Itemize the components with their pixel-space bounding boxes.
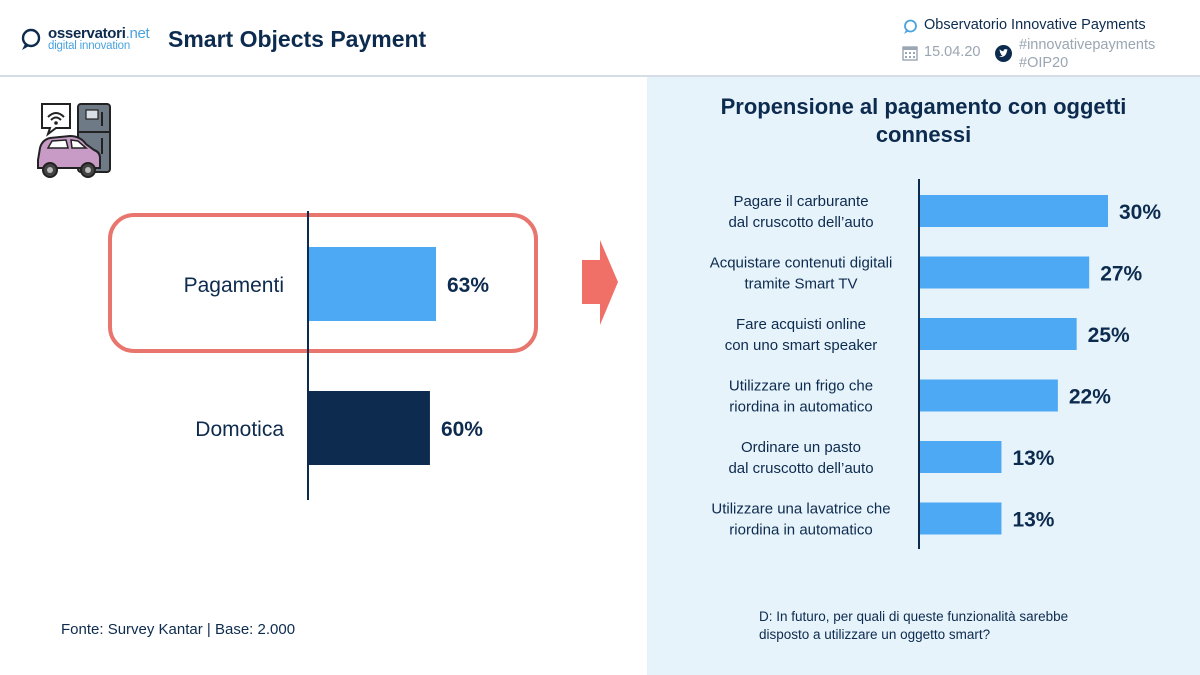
survey-question: D: In futuro, per quali di queste funzio…: [759, 608, 1179, 644]
hashtag-link[interactable]: #innovativepayments: [1019, 37, 1156, 53]
category-label: Acquistare contenuti digitali tramite Sma…: [710, 255, 893, 293]
smart-devices-illustration: [37, 103, 111, 178]
chart-title-line: Propensione al pagamento con oggetti: [720, 94, 1127, 119]
source-note: Fonte: Survey Kantar | Base: 2.000: [61, 621, 296, 638]
chart-title: Propensione al pagamento con oggetti con…: [647, 93, 1200, 149]
value-label: 27%: [1100, 263, 1142, 286]
logo-subtext: digital innovation: [48, 40, 131, 52]
bar: [920, 502, 1002, 535]
bar: [920, 256, 1090, 289]
value-label: 30%: [1119, 201, 1161, 224]
bar: [920, 441, 1002, 473]
right-bar-chart: Pagare il carburante dal cruscotto dell’a…: [710, 179, 1161, 549]
category-label: Domotica: [195, 418, 284, 441]
header-divider: [0, 75, 1200, 77]
twitter-icon[interactable]: [995, 45, 1012, 62]
calendar-icon: [902, 46, 918, 61]
hashtag-link[interactable]: #OIP20: [1019, 55, 1069, 71]
bar: [309, 247, 436, 321]
category-label: Pagamenti: [184, 274, 284, 297]
category-label: Utilizzare un frigo che riordina in autom…: [729, 378, 873, 416]
bar: [920, 318, 1077, 350]
category-label: Ordinare un pasto dal cruscotto dell’auto: [728, 439, 873, 477]
bar: [309, 391, 430, 465]
value-label: 63%: [447, 274, 489, 297]
highlight-frame: [108, 213, 538, 353]
category-label: Fare acquisti online con uno smart speake…: [725, 316, 878, 354]
page-title: Smart Objects Payment: [168, 26, 427, 52]
date-label: 15.04.20: [924, 44, 981, 60]
value-label: 60%: [441, 418, 483, 441]
arrow-right-icon: [582, 240, 618, 325]
osservatori-logo[interactable]: osservatori.net digital innovation: [20, 24, 150, 56]
magnifier-bubble-icon: [21, 28, 41, 50]
value-label: 13%: [1012, 509, 1054, 532]
category-label: Utilizzare una lavatrice che riordina in …: [711, 501, 890, 539]
logo-text: osservatori.net: [48, 25, 150, 42]
chart-title-line: connessi: [875, 122, 972, 147]
right-panel: Propensione al pagamento con oggetti con…: [647, 77, 1200, 675]
organization-name: Observatorio Innovative Payments: [924, 17, 1146, 33]
question-line: disposto a utilizzare un oggetto smart?: [759, 627, 991, 642]
header: osservatori.net digital innovation Smart…: [0, 0, 1200, 76]
value-label: 22%: [1069, 386, 1111, 409]
bar: [920, 195, 1108, 227]
left-bar-chart: Pagamenti 63% Domotica 60%: [108, 211, 538, 500]
speech-bubble-icon: [904, 19, 917, 34]
header-info: Observatorio Innovative Payments 15.04.2…: [900, 16, 1190, 74]
value-label: 25%: [1088, 324, 1130, 347]
value-label: 13%: [1012, 447, 1054, 470]
bar: [920, 379, 1058, 412]
question-line: D: In futuro, per quali di queste funzio…: [759, 609, 1069, 624]
category-label: Pagare il carburante dal cruscotto dell’a…: [728, 193, 873, 231]
